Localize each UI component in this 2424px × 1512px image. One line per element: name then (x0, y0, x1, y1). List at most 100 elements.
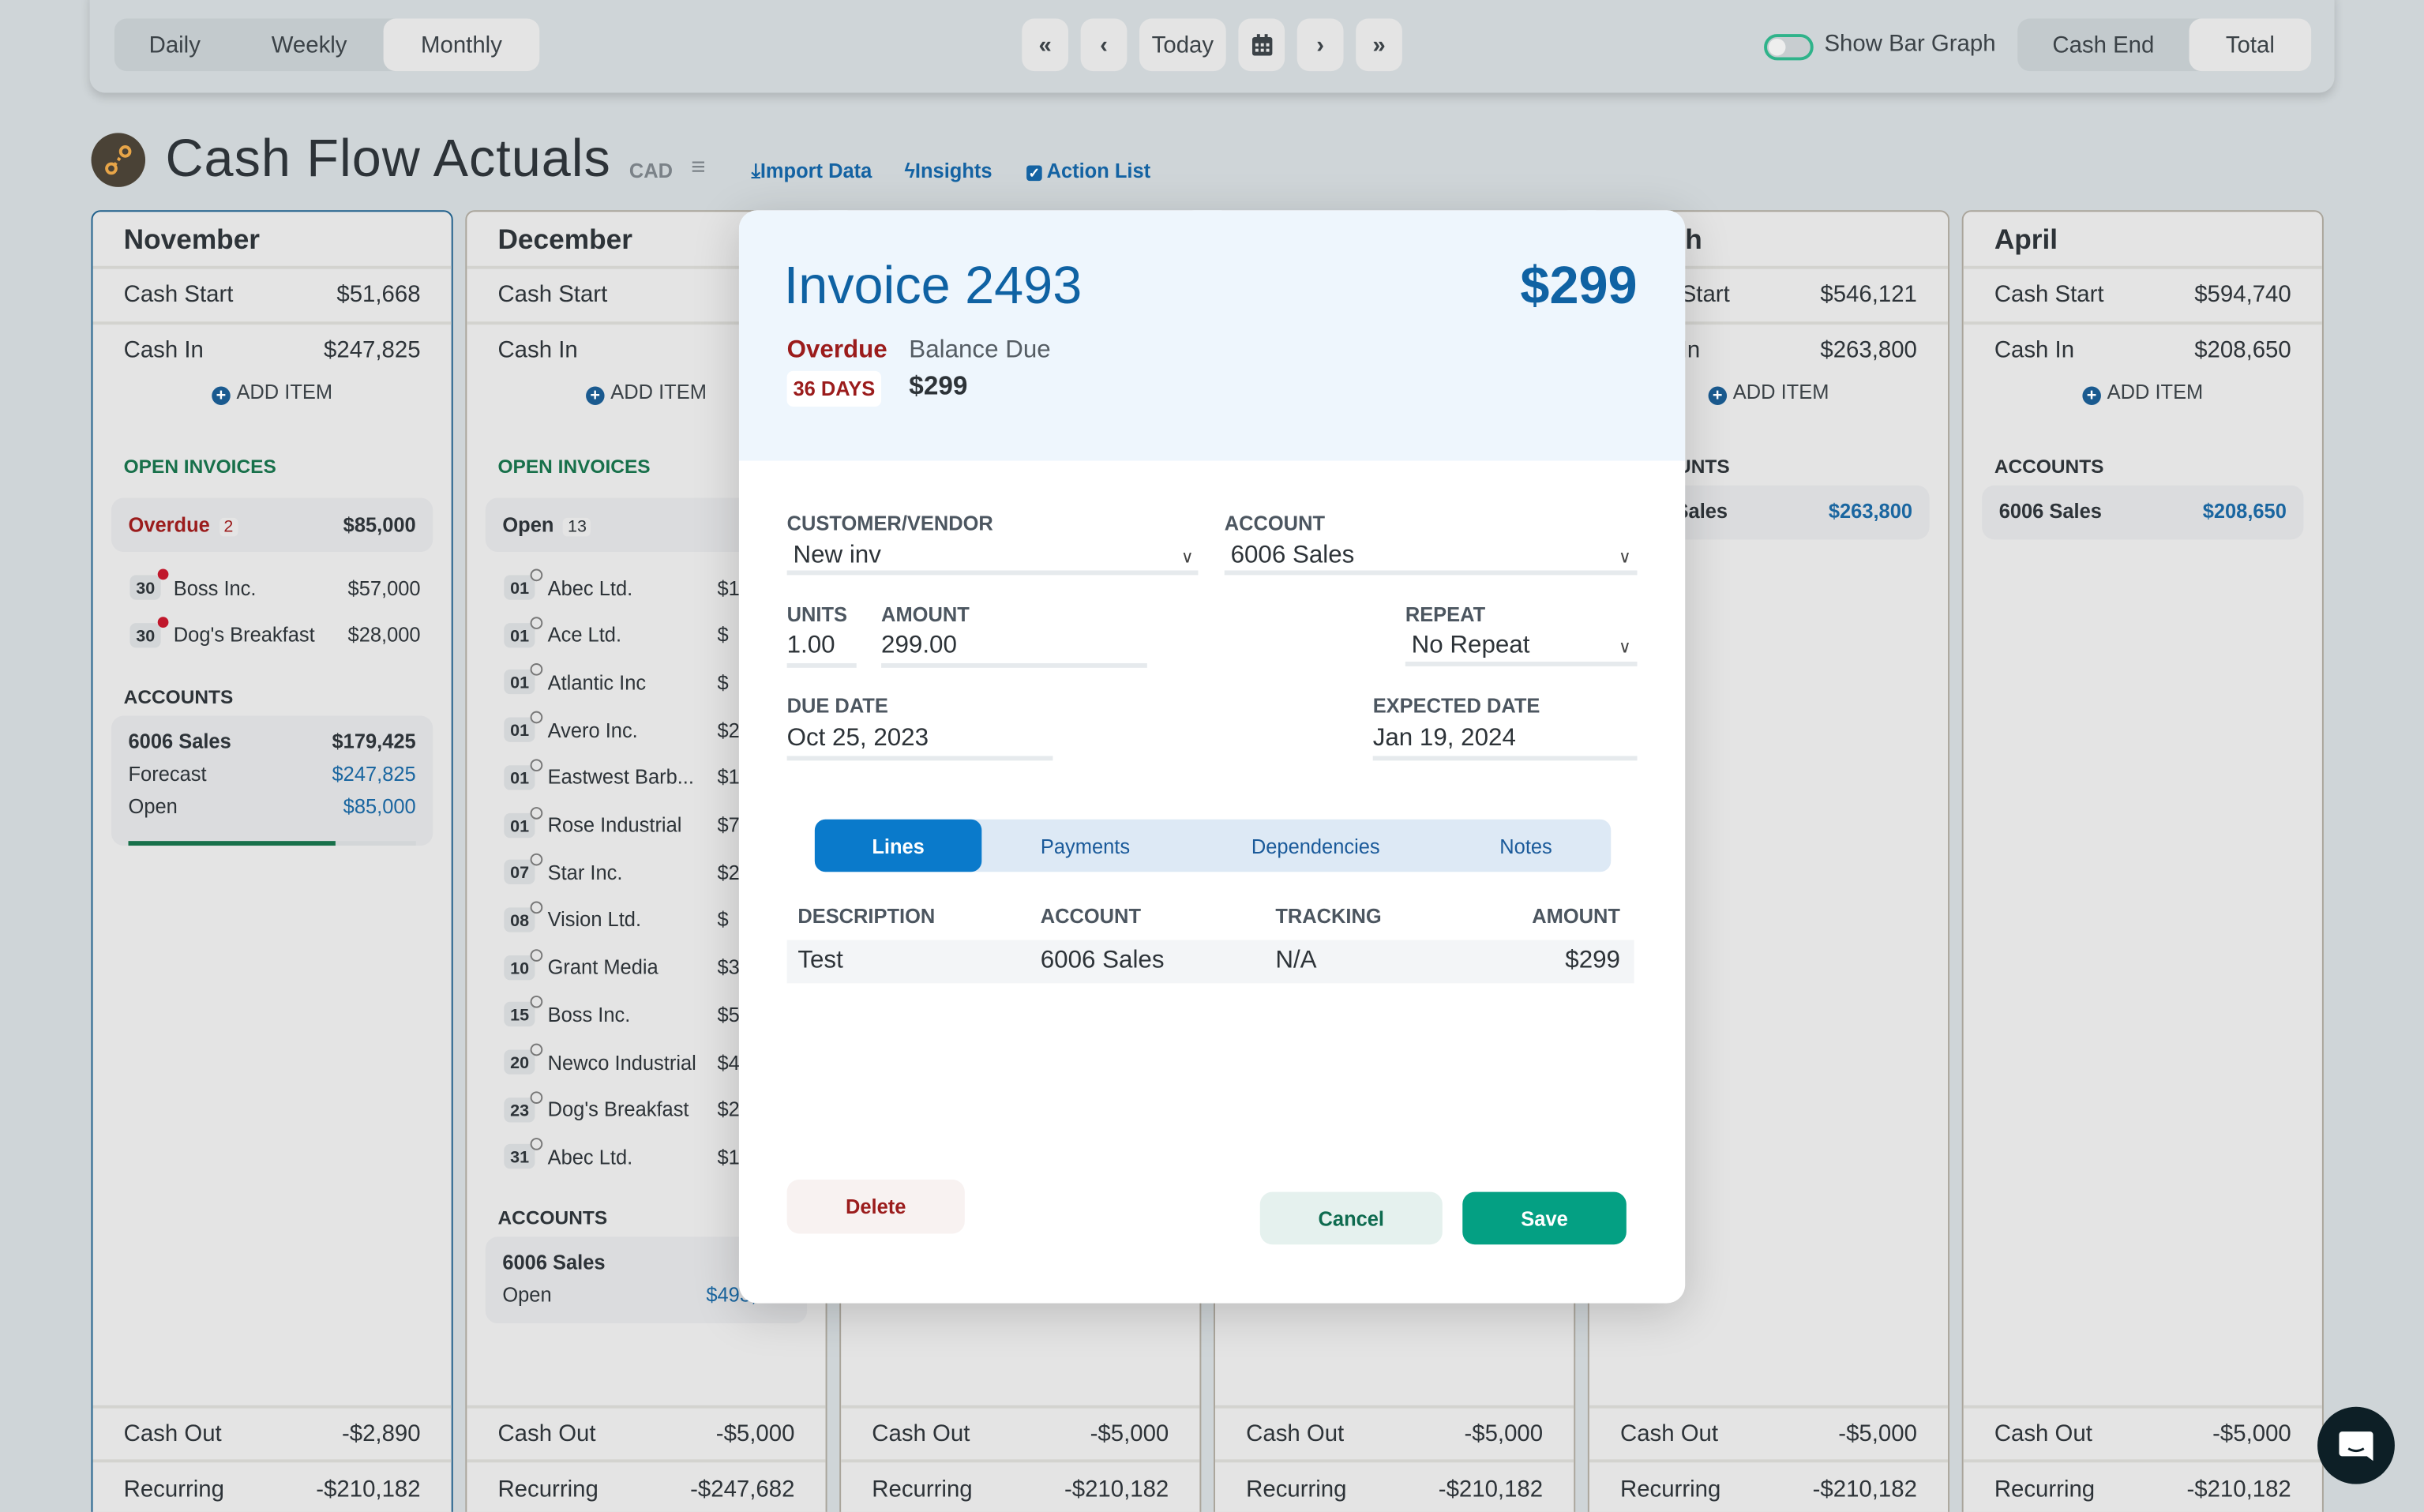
cash-out-row[interactable]: Cash Out -$5,000 (872, 1417, 1169, 1448)
insights-link[interactable]: ϟInsights (904, 159, 992, 183)
tab-lines[interactable]: Lines (814, 819, 982, 872)
invoice-list-item[interactable]: 01 Ace Ltd. $ (504, 616, 794, 651)
cash-out-row[interactable]: Cash Out -$5,000 (497, 1417, 794, 1448)
first-page-button[interactable]: « (1022, 18, 1068, 72)
table-row[interactable] (786, 940, 1634, 984)
chat-icon (2339, 1431, 2373, 1461)
cash-out-row[interactable]: Cash Out -$5,000 (1246, 1417, 1543, 1448)
view-tabs: Cash End Total (2017, 18, 2312, 72)
save-button[interactable]: Save (1462, 1191, 1627, 1245)
invoice-day-badge: 01 (504, 663, 543, 695)
invoice-list-item[interactable]: 08 Vision Ltd. $ (504, 901, 794, 935)
invoice-group-label-wrap: Overdue 2 (128, 513, 238, 537)
add-item-label: ADD ITEM (2107, 380, 2204, 404)
tab-payments[interactable]: Payments (1040, 834, 1131, 857)
cash-out-row[interactable]: Cash Out -$5,000 (1994, 1417, 2291, 1448)
cancel-button[interactable]: Cancel (1259, 1191, 1443, 1245)
invoice-list-item[interactable]: 15 Boss Inc. $5 (504, 996, 794, 1030)
show-bar-graph-toggle[interactable] (1764, 34, 1814, 61)
column-header-description: DESCRIPTION (797, 904, 936, 928)
invoice-list-item[interactable]: 01 Rose Industrial $7 (504, 806, 794, 840)
previous-button[interactable]: ‹ (1080, 18, 1128, 72)
month-title: November (123, 223, 261, 256)
add-item-button[interactable]: + ADD ITEM (467, 381, 825, 405)
balance-due-label: Balance Due (909, 336, 1051, 364)
recurring-row[interactable]: Recurring -$210,182 (1246, 1473, 1543, 1504)
cash-out-row[interactable]: Cash Out -$2,890 (124, 1417, 421, 1448)
month-title: December (497, 223, 632, 256)
amount-value: 299.00 (881, 632, 957, 659)
page-title: Cash Flow Actuals (165, 129, 611, 189)
invoice-list-item[interactable]: 01 Abec Ltd. $1 (504, 568, 794, 602)
recurring-row[interactable]: Recurring -$210,182 (124, 1473, 421, 1504)
tab-total[interactable]: Total (2189, 18, 2312, 72)
add-item-button[interactable]: + ADD ITEM (92, 381, 451, 405)
tab-dependencies[interactable]: Dependencies (1251, 834, 1380, 857)
invoice-list-item[interactable]: 30 Dog's Breakfast $28,000 (129, 616, 421, 651)
add-item-button[interactable]: + ADD ITEM (1589, 381, 1948, 405)
recurring-row[interactable]: Recurring -$210,182 (872, 1473, 1169, 1504)
units-label: UNITS (786, 602, 847, 626)
status-overdue: Overdue (786, 336, 887, 364)
recurring-row[interactable]: Recurring -$247,682 (497, 1473, 794, 1504)
invoice-list-item[interactable]: 30 Boss Inc. $57,000 (129, 568, 421, 602)
cash-start-value: $594,740 (2194, 280, 2291, 307)
add-item-button[interactable]: + ADD ITEM (1964, 381, 2322, 405)
account-card[interactable]: 6006 Sales $208,650 (1982, 485, 2304, 540)
last-page-button[interactable]: » (1356, 18, 1402, 72)
cash-out-row[interactable]: Cash Out -$5,000 (1620, 1417, 1917, 1448)
cash-in-row[interactable]: Cash In $208,650 (1994, 334, 2291, 365)
tab-daily[interactable]: Daily (148, 32, 201, 58)
cash-in-label: Cash In (497, 336, 578, 363)
tab-cash-end[interactable]: Cash End (2052, 32, 2155, 58)
tab-monthly[interactable]: Monthly (383, 18, 540, 72)
cash-in-value: $247,825 (324, 336, 421, 363)
invoice-list-item[interactable]: 31 Abec Ltd. $1 (504, 1138, 794, 1172)
menu-icon[interactable]: ≡ (691, 154, 706, 182)
invoice-customer: Dog's Breakfast (547, 1097, 689, 1121)
invoice-list-item[interactable]: 07 Star Inc. $2 (504, 854, 794, 887)
cash-in-row[interactable]: Cash In $247,825 (124, 334, 421, 365)
tab-weekly[interactable]: Weekly (271, 32, 347, 58)
invoice-amount: $7 (717, 812, 740, 837)
account-name-row: 6006 Sales $179,425 (129, 730, 416, 752)
action-list-link[interactable]: ✓ Action List (1026, 159, 1150, 182)
recurring-value: -$210,182 (1438, 1475, 1544, 1503)
next-button[interactable]: › (1296, 18, 1344, 72)
column-header-account: ACCOUNT (1040, 904, 1142, 928)
divider (841, 1459, 1200, 1463)
tab-notes[interactable]: Notes (1499, 834, 1552, 857)
invoice-count-badge: 13 (563, 517, 591, 537)
import-data-link[interactable]: ⤓Import Data (751, 159, 872, 183)
line-amount: $299 (1565, 947, 1620, 974)
invoice-list-item[interactable]: 23 Dog's Breakfast $2 (504, 1090, 794, 1125)
account-card[interactable]: 6006 Sales $179,425 Forecast $247,825 Open $8… (111, 715, 433, 846)
recurring-row[interactable]: Recurring -$210,182 (1620, 1473, 1917, 1504)
chat-button[interactable] (2317, 1406, 2395, 1484)
invoice-list-item[interactable]: 01 Avero Inc. $2 (504, 711, 794, 745)
recurring-label: Recurring (1619, 1475, 1721, 1503)
divider (92, 265, 452, 269)
today-button[interactable]: Today (1139, 18, 1226, 72)
invoice-day-badge: 08 (504, 901, 543, 932)
cash-in-label: Cash In (1994, 336, 2075, 363)
invoice-amount: $ (717, 670, 729, 694)
recurring-row[interactable]: Recurring -$210,182 (1994, 1473, 2291, 1504)
double-chevron-left-icon: « (1038, 32, 1052, 58)
invoice-day-badge: 30 (129, 568, 169, 600)
lightning-icon: ϟ (904, 159, 915, 183)
open-circle-icon (531, 616, 543, 629)
invoice-list-item[interactable]: 01 Atlantic Inc $ (504, 663, 794, 698)
calendar-button[interactable] (1238, 18, 1285, 72)
accounts-heading: ACCOUNTS (123, 685, 234, 708)
open-circle-icon (531, 948, 543, 962)
invoice-group-label: Open (502, 513, 554, 537)
invoice-amount: $5 (717, 1003, 740, 1026)
invoice-customer: Ace Ltd. (547, 623, 622, 647)
delete-button[interactable]: Delete (786, 1179, 965, 1234)
forecast-row: Forecast $247,825 (129, 762, 416, 785)
invoice-group-label: Overdue (128, 513, 210, 537)
invoice-list-item[interactable]: 20 Newco Industrial $4 (504, 1043, 794, 1078)
invoice-list-item[interactable]: 10 Grant Media $3 (504, 948, 794, 982)
invoice-group-overdue[interactable]: Overdue 2 $85,000 (111, 497, 433, 553)
